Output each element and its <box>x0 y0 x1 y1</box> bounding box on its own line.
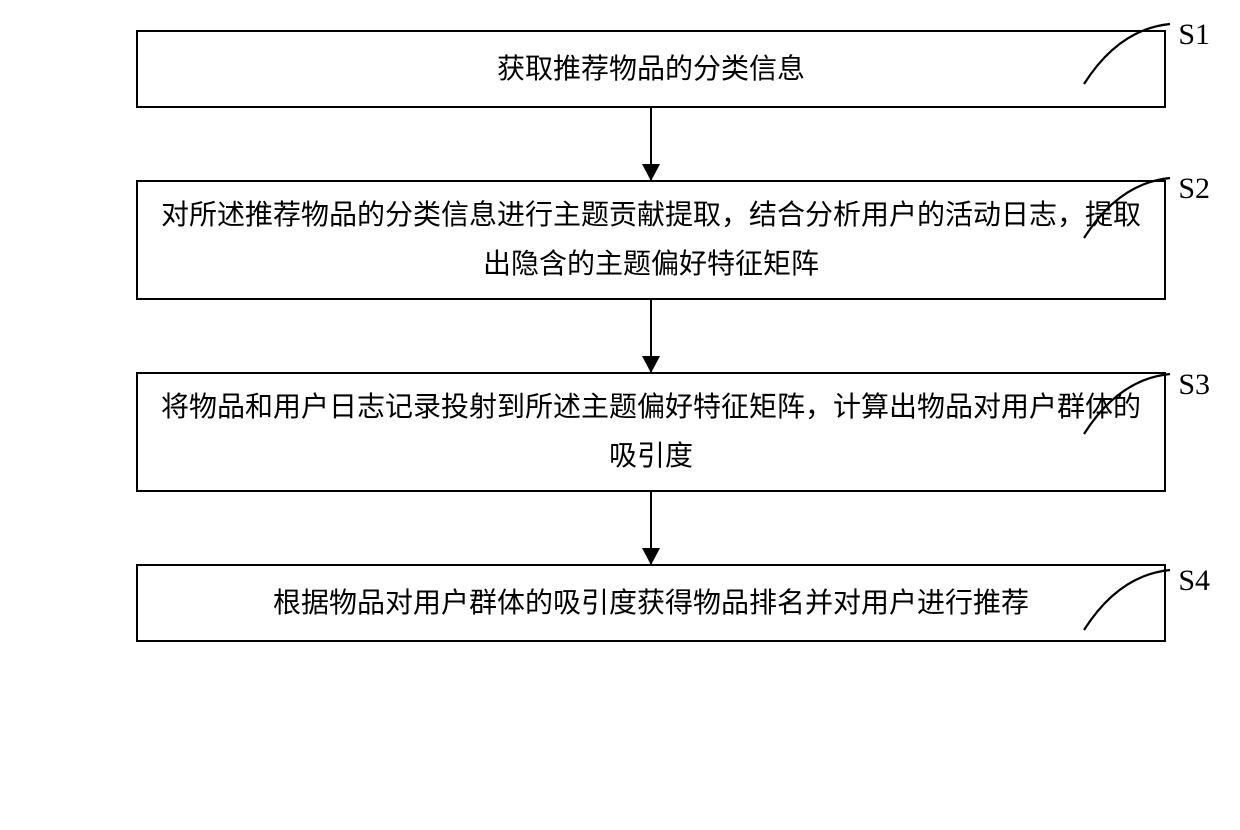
step-label-s3: S3 <box>1178 368 1210 402</box>
step-label-s4: S4 <box>1178 564 1210 598</box>
arrow-s1-s2 <box>0 108 1240 180</box>
step-text-s1: 获取推荐物品的分类信息 <box>497 45 805 94</box>
step-text-s2: 对所述推荐物品的分类信息进行主题贡献提取，结合分析用户的活动日志，提取出隐含的主… <box>158 191 1144 289</box>
flowchart-container: 获取推荐物品的分类信息 对所述推荐物品的分类信息进行主题贡献提取，结合分析用户的… <box>0 0 1240 830</box>
step-text-s3: 将物品和用户日志记录投射到所述主题偏好特征矩阵，计算出物品对用户群体的吸引度 <box>158 383 1144 481</box>
step-row-s4: 根据物品对用户群体的吸引度获得物品排名并对用户进行推荐 <box>0 564 1240 642</box>
arrow-s3-s4 <box>0 492 1240 564</box>
arrow-s2-s3 <box>0 300 1240 372</box>
step-box-s3: 将物品和用户日志记录投射到所述主题偏好特征矩阵，计算出物品对用户群体的吸引度 <box>136 372 1166 492</box>
step-label-s2: S2 <box>1178 172 1210 206</box>
step-box-s4: 根据物品对用户群体的吸引度获得物品排名并对用户进行推荐 <box>136 564 1166 642</box>
step-label-s1: S1 <box>1178 18 1210 52</box>
step-text-s4: 根据物品对用户群体的吸引度获得物品排名并对用户进行推荐 <box>273 579 1029 628</box>
step-box-s2: 对所述推荐物品的分类信息进行主题贡献提取，结合分析用户的活动日志，提取出隐含的主… <box>136 180 1166 300</box>
step-row-s1: 获取推荐物品的分类信息 <box>0 30 1240 108</box>
step-row-s3: 将物品和用户日志记录投射到所述主题偏好特征矩阵，计算出物品对用户群体的吸引度 <box>0 372 1240 492</box>
step-row-s2: 对所述推荐物品的分类信息进行主题贡献提取，结合分析用户的活动日志，提取出隐含的主… <box>0 180 1240 300</box>
arrow-line <box>650 108 652 180</box>
arrow-line <box>650 492 652 564</box>
step-box-s1: 获取推荐物品的分类信息 <box>136 30 1166 108</box>
arrow-line <box>650 300 652 372</box>
